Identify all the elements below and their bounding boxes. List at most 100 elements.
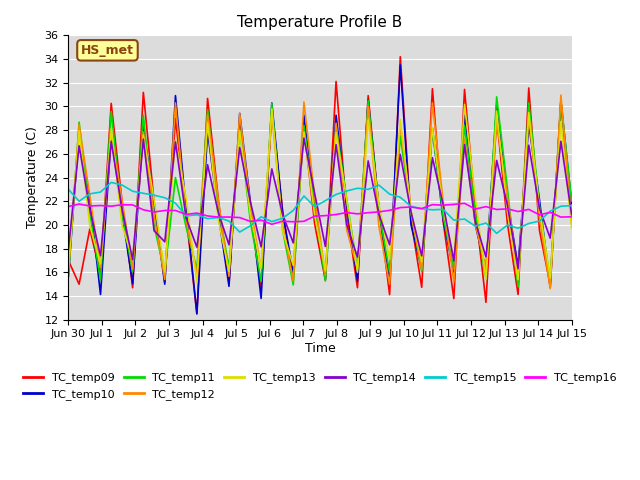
TC_temp15 (172, 200, 179, 206)
TC_temp16 (97, 203, 104, 208)
TC_temp15 (504, 222, 511, 228)
TC_temp16 (204, 213, 211, 219)
TC_temp10 (364, 97, 372, 103)
TC_temp10 (514, 264, 522, 269)
TC_temp10 (461, 109, 468, 115)
TC_temp11 (182, 225, 190, 230)
TC_temp15 (375, 182, 383, 188)
TC_temp15 (429, 207, 436, 213)
TC_temp15 (386, 191, 394, 197)
TC_temp09 (407, 217, 415, 223)
TC_temp09 (557, 98, 564, 104)
TC_temp09 (161, 279, 168, 285)
TC_temp15 (236, 229, 244, 235)
TC_temp12 (108, 133, 115, 139)
Title: Temperature Profile B: Temperature Profile B (237, 15, 403, 30)
TC_temp09 (472, 205, 479, 211)
TC_temp10 (493, 102, 500, 108)
TC_temp13 (214, 216, 222, 222)
TC_temp11 (525, 100, 532, 106)
TC_temp16 (321, 213, 329, 218)
TC_temp12 (364, 103, 372, 109)
TC_temp16 (257, 217, 265, 223)
TC_temp16 (482, 204, 490, 210)
TC_temp11 (332, 123, 340, 129)
TC_temp14 (321, 243, 329, 249)
TC_temp09 (525, 85, 532, 91)
TC_temp12 (504, 193, 511, 199)
TC_temp13 (161, 269, 168, 275)
TC_temp15 (568, 203, 575, 208)
TC_temp10 (439, 216, 447, 222)
TC_temp13 (118, 222, 126, 228)
TC_temp16 (557, 214, 564, 220)
TC_temp13 (418, 259, 426, 264)
TC_temp15 (332, 192, 340, 197)
TC_temp14 (65, 246, 72, 252)
TC_temp14 (182, 216, 190, 221)
TC_temp12 (76, 121, 83, 127)
TC_temp09 (300, 124, 308, 130)
TC_temp14 (108, 138, 115, 144)
TC_temp12 (472, 221, 479, 227)
TC_temp13 (482, 276, 490, 282)
TC_temp15 (193, 212, 201, 217)
TC_temp15 (214, 215, 222, 220)
TC_temp15 (150, 192, 158, 198)
TC_temp15 (268, 219, 276, 225)
TC_temp15 (407, 204, 415, 209)
TC_temp13 (150, 197, 158, 203)
TC_temp16 (300, 218, 308, 224)
TC_temp12 (214, 197, 222, 203)
TC_temp13 (343, 198, 351, 204)
TC_temp11 (236, 126, 244, 132)
TC_temp15 (182, 213, 190, 219)
TC_temp13 (225, 269, 233, 275)
TC_temp16 (108, 204, 115, 209)
TC_temp14 (172, 139, 179, 145)
TC_temp16 (418, 205, 426, 211)
TC_temp14 (493, 157, 500, 163)
TC_temp12 (332, 120, 340, 126)
TC_temp09 (332, 79, 340, 84)
TC_temp13 (321, 268, 329, 274)
TC_temp11 (257, 279, 265, 285)
TC_temp16 (246, 218, 254, 224)
TC_temp12 (118, 196, 126, 202)
TC_temp11 (536, 204, 543, 209)
TC_temp11 (161, 271, 168, 276)
TC_temp12 (300, 99, 308, 105)
TC_temp11 (343, 197, 351, 203)
TC_temp10 (278, 209, 286, 215)
TC_temp16 (472, 206, 479, 212)
TC_temp12 (193, 271, 201, 277)
TC_temp10 (343, 202, 351, 207)
TC_temp12 (86, 193, 93, 199)
TC_temp14 (568, 212, 575, 217)
TC_temp10 (396, 62, 404, 68)
TC_temp12 (129, 266, 136, 272)
Line: TC_temp09: TC_temp09 (68, 57, 572, 314)
TC_temp12 (354, 266, 362, 272)
TC_temp14 (225, 242, 233, 248)
TC_temp14 (289, 240, 297, 246)
TC_temp15 (300, 193, 308, 199)
TC_temp09 (214, 196, 222, 202)
TC_temp16 (118, 202, 126, 208)
TC_temp10 (150, 201, 158, 207)
TC_temp13 (76, 128, 83, 133)
TC_temp12 (429, 100, 436, 106)
TC_temp12 (140, 129, 147, 135)
TC_temp10 (65, 273, 72, 279)
TC_temp11 (493, 94, 500, 100)
TC_temp11 (193, 266, 201, 272)
X-axis label: Time: Time (305, 342, 335, 355)
TC_temp09 (396, 54, 404, 60)
TC_temp13 (300, 129, 308, 135)
TC_temp12 (161, 276, 168, 282)
TC_temp15 (482, 220, 490, 226)
TC_temp15 (97, 189, 104, 195)
TC_temp09 (568, 220, 575, 226)
TC_temp13 (504, 209, 511, 215)
TC_temp12 (150, 212, 158, 218)
